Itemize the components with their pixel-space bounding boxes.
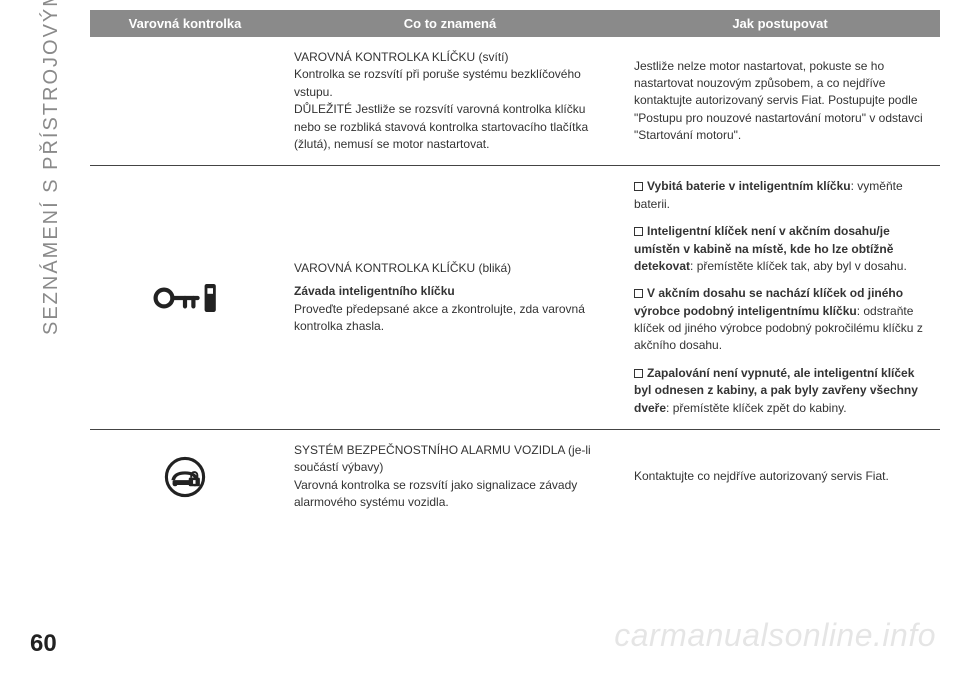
watermark: carmanualsonline.info [614, 617, 936, 654]
meaning-body: Proveďte předepsané akce a zkontrolujte,… [294, 301, 606, 336]
table-row: VAROVNÁ KONTROLKA KLÍČKU (svítí) Kontrol… [90, 37, 940, 166]
checkbox-icon [634, 369, 643, 378]
meaning-body: Kontrolka se rozsvítí při poruše systému… [294, 66, 606, 153]
table-row: VAROVNÁ KONTROLKA KLÍČKU (bliká) Závada … [90, 166, 940, 430]
action-rest: : přemístěte klíček tak, aby byl v dosah… [690, 259, 907, 273]
section-tab-label: SEZNÁMENÍ S PŘÍSTROJOVÝM PANELEM [40, 0, 63, 335]
action-bold: Vybitá baterie v inteligentním klíčku [647, 179, 851, 193]
header-meaning: Co to znamená [280, 10, 620, 37]
meaning-cell: VAROVNÁ KONTROLKA KLÍČKU (svítí) Kontrol… [280, 37, 620, 166]
checkbox-icon [634, 289, 643, 298]
meaning-cell: VAROVNÁ KONTROLKA KLÍČKU (bliká) Závada … [280, 166, 620, 430]
header-indicator: Varovná kontrolka [90, 10, 280, 37]
table-row: SYSTÉM BEZPEČNOSTNÍHO ALARMU VOZIDLA (je… [90, 430, 940, 524]
indicator-cell [90, 37, 280, 166]
checkbox-icon [634, 182, 643, 191]
action-cell: Kontaktujte co nejdříve autorizovaný ser… [620, 430, 940, 524]
meaning-cell: SYSTÉM BEZPEČNOSTNÍHO ALARMU VOZIDLA (je… [280, 430, 620, 524]
meaning-subhead: Závada inteligentního klíčku [294, 283, 606, 300]
meaning-title: SYSTÉM BEZPEČNOSTNÍHO ALARMU VOZIDLA (je… [294, 442, 606, 477]
action-text: Kontaktujte co nejdříve autorizovaný ser… [634, 468, 926, 485]
page-number: 60 [30, 630, 57, 658]
meaning-body: Varovná kontrolka se rozsvítí jako signa… [294, 477, 606, 512]
action-item: Inteligentní klíček není v akčním dosahu… [634, 223, 926, 275]
car-lock-icon [150, 449, 220, 504]
checkbox-icon [634, 227, 643, 236]
action-rest: : přemístěte klíček zpět do kabiny. [666, 401, 847, 415]
action-item: V akčním dosahu se nachází klíček od jin… [634, 285, 926, 355]
key-icon [150, 270, 220, 325]
indicator-cell [90, 430, 280, 524]
warning-table: Varovná kontrolka Co to znamená Jak post… [90, 10, 940, 524]
action-item: Zapalování není vypnuté, ale inteligentn… [634, 365, 926, 417]
indicator-cell [90, 166, 280, 430]
action-cell: Jestliže nelze motor nastartovat, pokust… [620, 37, 940, 166]
action-text: Jestliže nelze motor nastartovat, pokust… [634, 58, 926, 145]
action-item: Vybitá baterie v inteligentním klíčku: v… [634, 178, 926, 213]
action-cell: Vybitá baterie v inteligentním klíčku: v… [620, 166, 940, 430]
meaning-title: VAROVNÁ KONTROLKA KLÍČKU (bliká) [294, 260, 606, 277]
table-header-row: Varovná kontrolka Co to znamená Jak post… [90, 10, 940, 37]
warning-table-container: Varovná kontrolka Co to znamená Jak post… [90, 10, 940, 524]
header-action: Jak postupovat [620, 10, 940, 37]
meaning-title: VAROVNÁ KONTROLKA KLÍČKU (svítí) [294, 49, 606, 66]
